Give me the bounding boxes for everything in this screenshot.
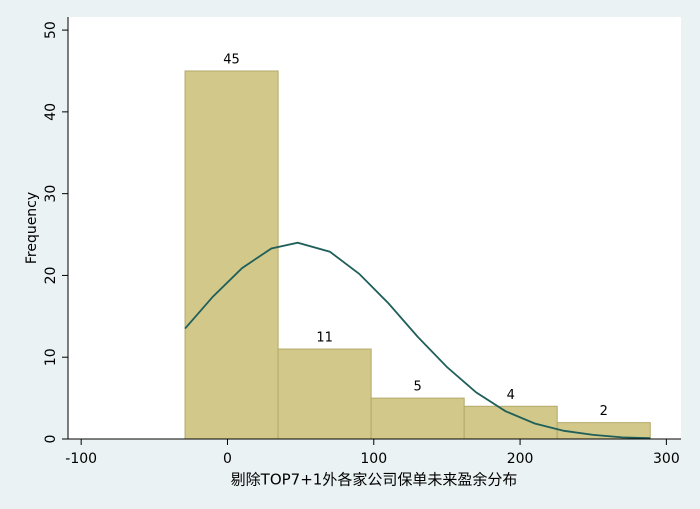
y-axis-label: Frequency bbox=[24, 192, 40, 264]
data-label: 45 bbox=[223, 52, 240, 67]
data-label: 5 bbox=[414, 380, 422, 395]
bar bbox=[463, 405, 558, 440]
y-tick-label: 50 bbox=[43, 21, 59, 39]
x-tick-label: 200 bbox=[507, 451, 534, 467]
y-tick-label: 20 bbox=[43, 267, 59, 285]
y-tick-label: 30 bbox=[43, 185, 59, 203]
bar bbox=[370, 397, 465, 440]
density-curve bbox=[184, 241, 651, 440]
x-tick-label: 100 bbox=[360, 451, 387, 467]
data-label: 11 bbox=[316, 331, 333, 346]
plot-area bbox=[68, 17, 681, 439]
y-tick-label: 0 bbox=[43, 435, 59, 444]
x-tick-label: 300 bbox=[653, 451, 680, 467]
y-tick-label: 40 bbox=[43, 103, 59, 121]
x-axis-label: 剔除TOP7+1外各家公司保单未来盈余分布 bbox=[231, 471, 518, 489]
x-tick-label: 0 bbox=[223, 451, 232, 467]
data-label: 4 bbox=[507, 388, 515, 403]
x-tick-label: -100 bbox=[65, 451, 97, 467]
data-label: 2 bbox=[600, 404, 608, 419]
y-tick-label: 10 bbox=[43, 348, 59, 366]
bar bbox=[277, 348, 372, 440]
bar bbox=[184, 70, 279, 440]
